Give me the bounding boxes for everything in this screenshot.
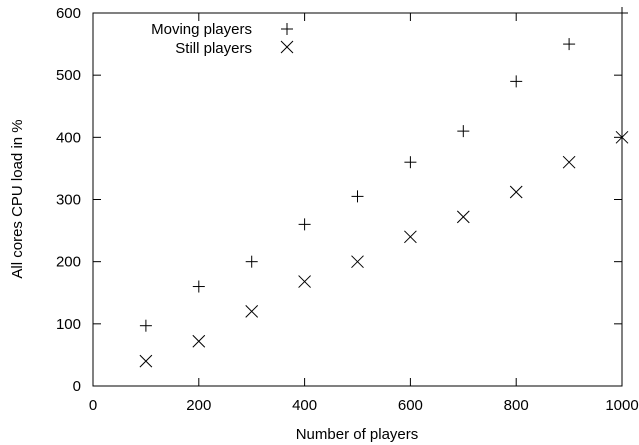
y-tick-label: 200 — [56, 254, 81, 271]
y-tick-label: 400 — [56, 129, 81, 146]
moving-players-point — [457, 125, 470, 138]
still-players-point — [192, 334, 206, 348]
legend-marker-moving — [281, 23, 293, 35]
x-tick-label: 1000 — [605, 397, 638, 414]
y-tick-label: 300 — [56, 192, 81, 209]
still-players-point — [245, 305, 259, 318]
axis-tick-labels: 0 200 400 600 800 1000 0 100 200 300 400 500 600 — [56, 5, 639, 414]
moving-players-point — [510, 75, 523, 88]
moving-players-point — [139, 319, 152, 332]
moving-players-point — [616, 7, 628, 19]
legend-label-moving: Moving players — [151, 21, 252, 38]
x-tick-label: 200 — [186, 397, 211, 414]
still-players-point — [615, 130, 629, 144]
y-tick-label: 500 — [56, 67, 81, 84]
legend-label-still: Still players — [175, 40, 252, 57]
y-tick-label: 0 — [73, 378, 81, 395]
legend-marks — [280, 23, 294, 54]
still-players-point — [456, 210, 470, 224]
y-axis-label: All cores CPU load in % — [9, 119, 26, 278]
legend: Moving players Still players — [151, 21, 294, 57]
y-tick-label: 100 — [56, 316, 81, 333]
x-tick-label: 0 — [89, 397, 97, 414]
moving-players-point — [192, 280, 205, 293]
still-players-point — [509, 185, 523, 199]
moving-players-point — [563, 38, 576, 51]
x-tick-label: 800 — [504, 397, 529, 414]
y-tick-label: 600 — [56, 5, 81, 22]
still-players-point — [404, 230, 417, 244]
moving-players-point — [351, 190, 364, 203]
still-players-point — [351, 255, 364, 269]
legend-marker-still — [280, 40, 294, 54]
moving-players-point — [298, 218, 311, 231]
moving-players-point — [404, 156, 417, 169]
x-tick-label: 600 — [398, 397, 423, 414]
still-players-point — [298, 275, 311, 288]
data-marks — [139, 7, 629, 368]
x-axis-label: Number of players — [296, 426, 419, 443]
x-tick-label: 400 — [292, 397, 317, 414]
moving-players-point — [245, 255, 258, 268]
still-players-point — [139, 354, 153, 368]
still-players-point — [562, 155, 576, 169]
